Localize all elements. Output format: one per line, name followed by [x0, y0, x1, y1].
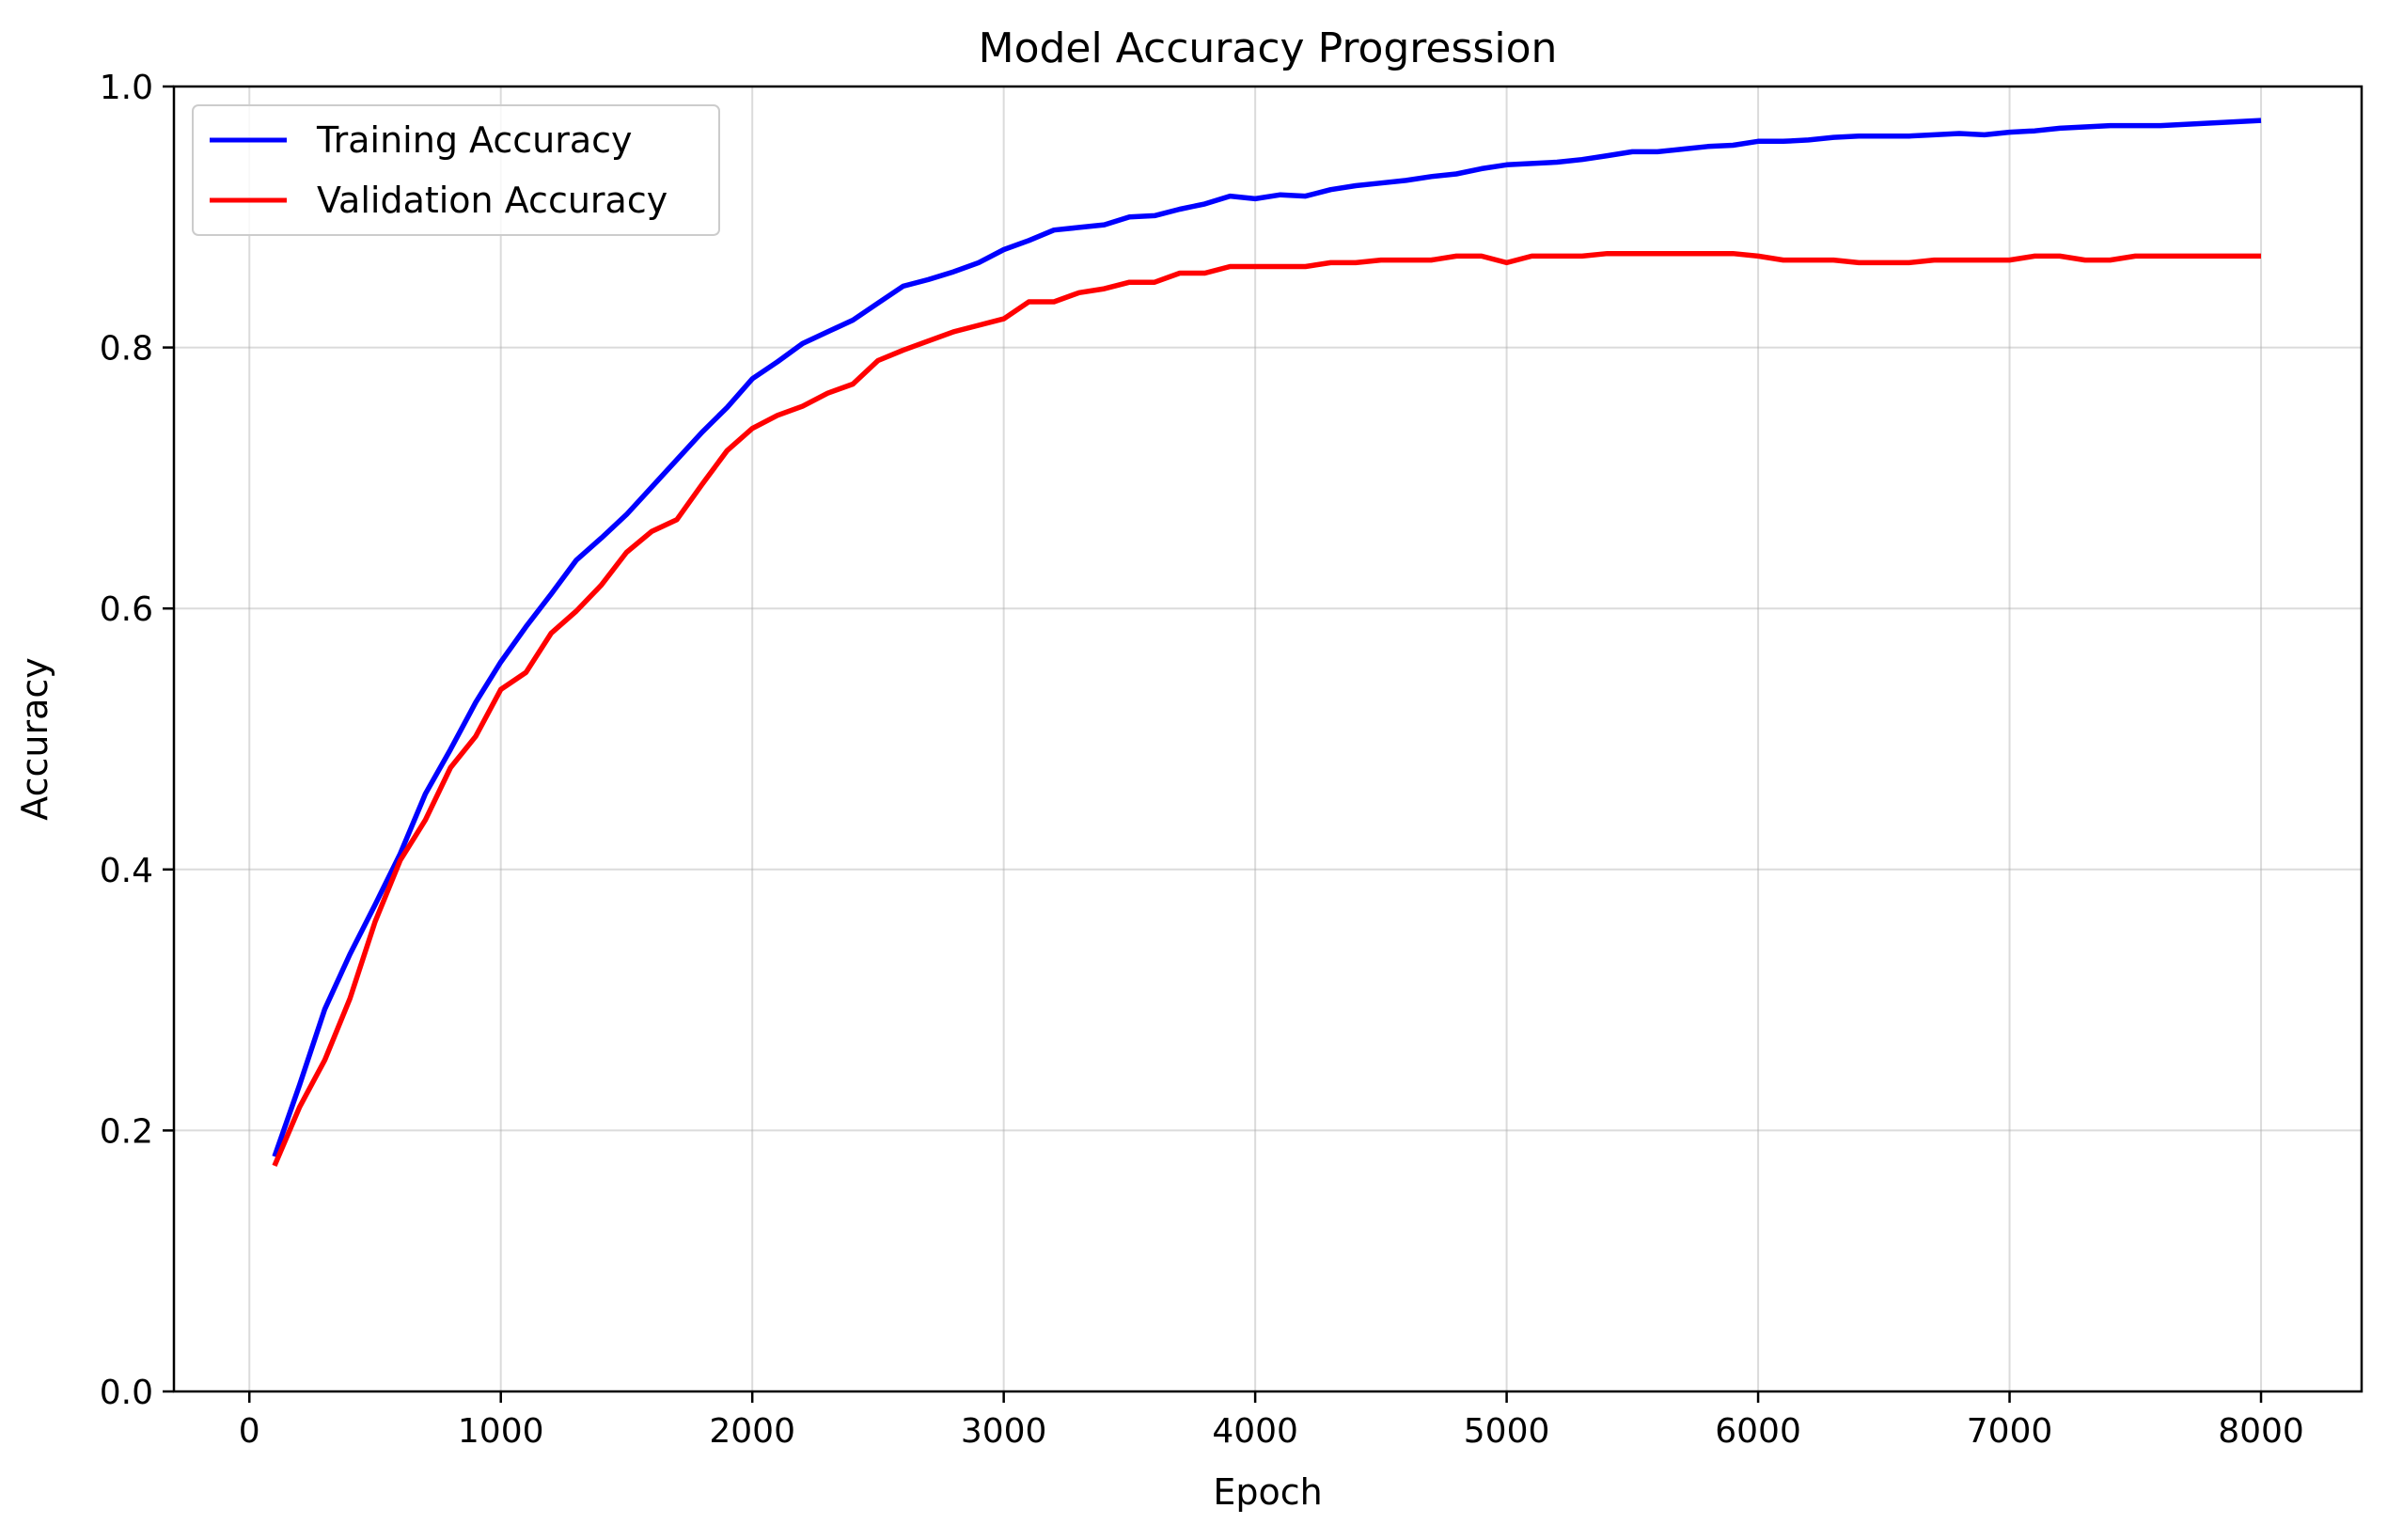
x-tick-label: 1000 [458, 1412, 544, 1451]
legend-label-training: Training Accuracy [316, 119, 633, 161]
legend-box [192, 104, 720, 236]
validation-accuracy-line [272, 250, 2261, 1167]
chart-title: Model Accuracy Progression [979, 24, 1558, 72]
legend-label-validation: Validation Accuracy [317, 180, 667, 221]
x-tick-label: 0 [239, 1412, 260, 1451]
x-tick-label: 4000 [1212, 1412, 1298, 1451]
y-axis-ticks: 0.0 0.2 0.4 0.6 0.8 1.0 [100, 69, 174, 1412]
x-tick-label: 8000 [2218, 1412, 2304, 1451]
y-axis-label: Accuracy [14, 657, 55, 821]
x-tick-label: 6000 [1715, 1412, 1801, 1451]
x-axis-label: Epoch [1213, 1471, 1322, 1513]
x-tick-label: 3000 [961, 1412, 1047, 1451]
legend: Training Accuracy Validation Accuracy [192, 104, 720, 236]
plot-frame [172, 85, 2363, 1393]
y-tick-label: 1.0 [100, 69, 153, 107]
x-tick-label: 2000 [709, 1412, 795, 1451]
y-tick-label: 0.0 [100, 1374, 153, 1412]
x-axis-ticks: 0 1000 2000 3000 4000 5000 6000 7000 8000 [239, 1391, 2304, 1451]
training-accuracy-line [272, 118, 2262, 1158]
x-tick-label: 7000 [1967, 1412, 2053, 1451]
series-lines [272, 118, 2262, 1167]
y-tick-label: 0.2 [100, 1112, 153, 1151]
y-tick-label: 0.6 [100, 590, 153, 629]
y-tick-label: 0.4 [100, 852, 153, 890]
grid [174, 86, 2362, 1392]
x-tick-label: 5000 [1464, 1412, 1550, 1451]
y-tick-label: 0.8 [100, 330, 153, 369]
